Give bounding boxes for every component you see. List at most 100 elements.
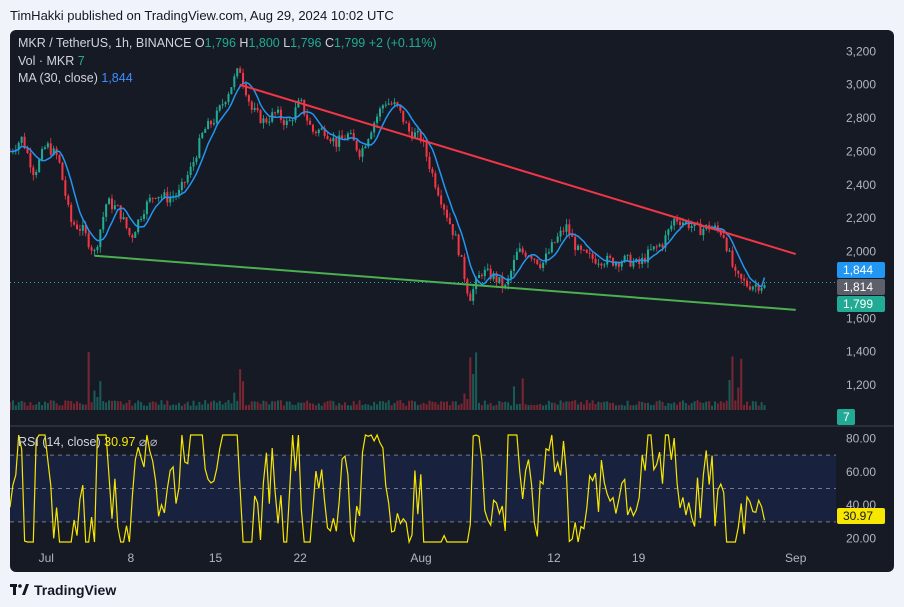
volume-bar: [658, 400, 661, 410]
candle: [49, 143, 52, 155]
volume-bar: [274, 401, 277, 410]
volume-bar: [553, 402, 556, 410]
volume-bar: [719, 401, 722, 410]
volume-bar: [381, 401, 384, 410]
volume-bar: [716, 403, 719, 410]
volume-bar: [262, 400, 265, 410]
candle: [594, 258, 597, 264]
volume-bar: [550, 402, 553, 410]
candle: [268, 121, 271, 123]
volume-bar: [10, 402, 12, 410]
chart-canvas[interactable]: 3,200 3,000 2,800 2,600 2,400 2,200 2,000 1,600…: [10, 30, 894, 572]
candle: [75, 224, 79, 230]
volume-bar: [186, 401, 189, 410]
candle: [373, 122, 376, 133]
candle: [195, 157, 198, 163]
volume-bar: [448, 405, 451, 410]
volume-bar: [504, 401, 507, 410]
candle: [533, 258, 536, 260]
candle: [233, 76, 236, 88]
candle: [384, 104, 387, 106]
volume-bar: [131, 405, 134, 410]
candle: [737, 270, 740, 274]
candle: [676, 218, 679, 222]
candle: [276, 109, 280, 113]
volume-bar: [265, 401, 268, 410]
volume-bar: [253, 401, 256, 410]
volume-bar: [445, 401, 448, 410]
legend-ma[interactable]: MA (30, close) 1,844: [18, 71, 133, 85]
candle: [574, 236, 577, 251]
candle: [108, 198, 111, 205]
volume-bar: [585, 400, 588, 410]
candle: [81, 224, 84, 231]
volume-bar: [148, 402, 151, 410]
volume-bar: [725, 400, 728, 410]
candle: [510, 270, 513, 279]
candle: [355, 140, 358, 151]
volume-bar: [329, 400, 332, 410]
time-axis-tick: Aug: [410, 551, 431, 565]
candle: [70, 204, 73, 223]
candle: [259, 110, 262, 124]
candle: [480, 274, 483, 277]
volume-value: 7: [77, 54, 85, 68]
candle: [746, 280, 749, 287]
candle: [597, 263, 600, 265]
candle: [346, 133, 349, 140]
candle: [218, 105, 221, 111]
candle: [314, 131, 317, 134]
candle: [253, 108, 256, 110]
symbol-name[interactable]: MKR / TetherUS, 1h, BINANCE: [18, 36, 192, 50]
candle: [670, 225, 673, 230]
visibility-icon[interactable]: ⌀ ⌀: [138, 435, 158, 449]
candle: [341, 135, 344, 139]
volume-bar: [652, 404, 655, 410]
volume-bar: [46, 402, 49, 410]
volume-bar: [457, 405, 460, 410]
volume-bar: [108, 400, 111, 410]
volume-bar: [192, 400, 195, 410]
candle: [603, 264, 606, 266]
volume-bar: [99, 381, 102, 410]
volume-bar: [244, 405, 247, 410]
volume-bar: [574, 400, 577, 410]
candle: [617, 262, 620, 267]
volume-bar: [547, 400, 550, 410]
candle: [212, 122, 215, 125]
candle: [23, 136, 26, 149]
candle: [352, 133, 355, 141]
price-tag-last: 1,799: [837, 296, 885, 312]
volume-bar: [52, 400, 55, 410]
tradingview-brand[interactable]: TradingView: [10, 582, 116, 598]
candle: [460, 255, 463, 257]
candle: [61, 162, 64, 181]
price-axis-tick: 3,200: [846, 44, 876, 58]
volume-bar: [629, 405, 632, 410]
candle: [338, 135, 341, 147]
candle: [550, 242, 553, 253]
volume-bar: [748, 405, 751, 410]
volume-bar: [352, 401, 355, 410]
volume-bar: [271, 401, 274, 410]
volume-bar: [408, 400, 411, 410]
volume-bar: [760, 402, 763, 410]
legend-rsi[interactable]: RSI (14, close) 30.97 ⌀ ⌀: [18, 434, 157, 449]
candle: [294, 107, 297, 121]
candle: [632, 261, 635, 267]
volume-bar: [142, 405, 146, 410]
tradingview-label: TradingView: [34, 582, 117, 598]
legend-volume[interactable]: Vol · MKR 7: [18, 54, 85, 68]
volume-bar: [134, 403, 137, 410]
candle: [311, 124, 314, 132]
chart-panel[interactable]: 3,200 3,000 2,800 2,600 2,400 2,200 2,000 1,600…: [10, 30, 894, 572]
volume-bar: [349, 405, 352, 410]
candle: [390, 103, 393, 105]
candle: [142, 214, 146, 219]
volume-bar: [387, 400, 390, 410]
candle: [413, 132, 416, 139]
volume-bar: [285, 401, 288, 410]
volume-bar: [734, 400, 737, 410]
volume-bar: [355, 404, 358, 410]
volume-bar: [434, 402, 437, 410]
